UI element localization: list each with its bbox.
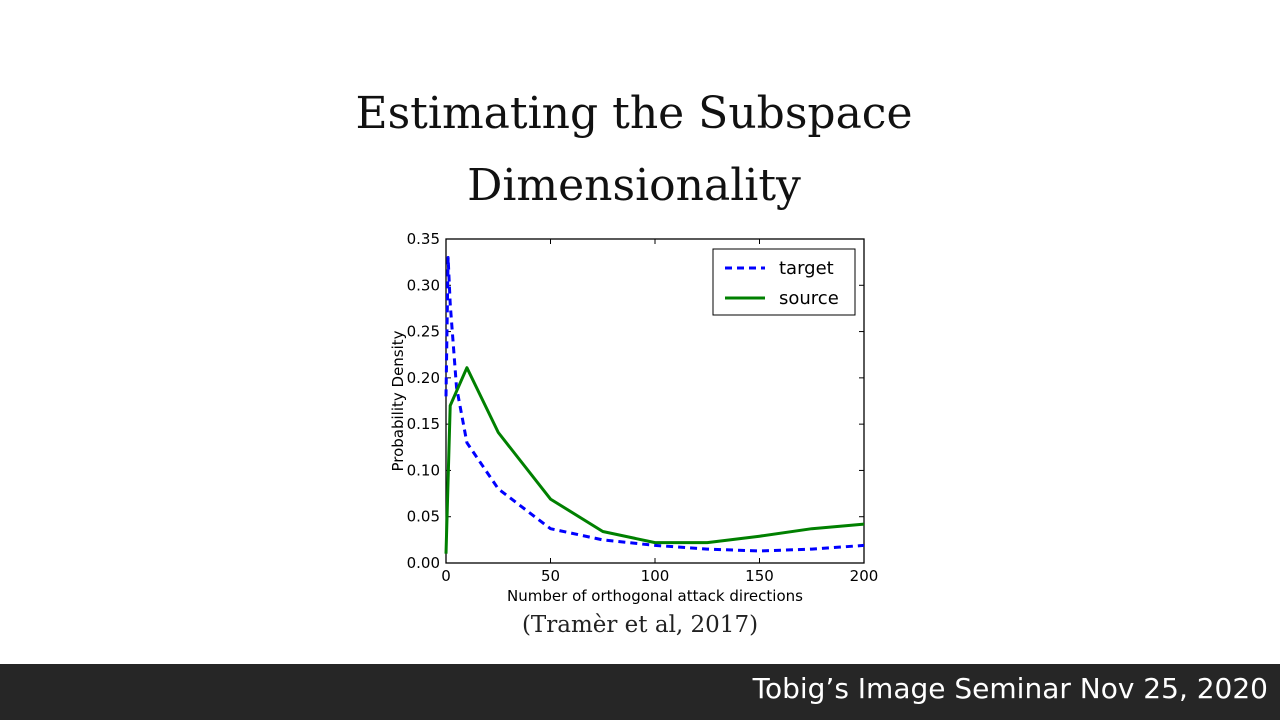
y-tick-label: 0.00 bbox=[407, 554, 440, 572]
citation: (Tramèr et al, 2017) bbox=[521, 612, 759, 638]
series-lines bbox=[444, 256, 865, 554]
x-axis-ticks: 0 50 100 150 200 bbox=[441, 239, 878, 585]
legend-box bbox=[712, 248, 856, 316]
series-line-source bbox=[444, 366, 865, 554]
footer-text: Tobig’s Image Seminar Nov 25, 2020 bbox=[752, 672, 1268, 705]
x-tick-label: 50 bbox=[541, 567, 560, 585]
x-tick-label: 200 bbox=[850, 567, 879, 585]
x-axis-label: Number of orthogonal attack directions bbox=[507, 587, 803, 605]
y-tick-label: 0.15 bbox=[407, 415, 440, 433]
slide-title: Estimating the Subspace Dimensionality bbox=[355, 88, 913, 211]
y-axis-label: Probability Density bbox=[389, 330, 407, 471]
legend: target source bbox=[712, 248, 856, 316]
series-line-target bbox=[444, 256, 865, 553]
probability-density-chart: 0.00 0.05 0.10 0.15 0.20 0.25 0.30 0.35 0 50 100 1… bbox=[389, 230, 878, 605]
x-tick-label: 0 bbox=[441, 567, 451, 585]
y-tick-label: 0.05 bbox=[407, 508, 440, 526]
y-axis-ticks: 0.00 0.05 0.10 0.15 0.20 0.25 0.30 0.35 bbox=[407, 230, 864, 572]
y-tick-label: 0.20 bbox=[407, 369, 440, 387]
y-tick-label: 0.30 bbox=[407, 276, 440, 294]
legend-label-source: source bbox=[779, 288, 839, 309]
y-tick-label: 0.35 bbox=[407, 230, 440, 248]
x-tick-label: 100 bbox=[641, 567, 670, 585]
y-tick-label: 0.25 bbox=[407, 323, 440, 341]
x-tick-label: 150 bbox=[745, 567, 774, 585]
y-tick-label: 0.10 bbox=[407, 461, 440, 479]
footer-bar: Tobig’s Image Seminar Nov 25, 2020 bbox=[0, 664, 1280, 720]
legend-label-target: target bbox=[779, 258, 834, 279]
